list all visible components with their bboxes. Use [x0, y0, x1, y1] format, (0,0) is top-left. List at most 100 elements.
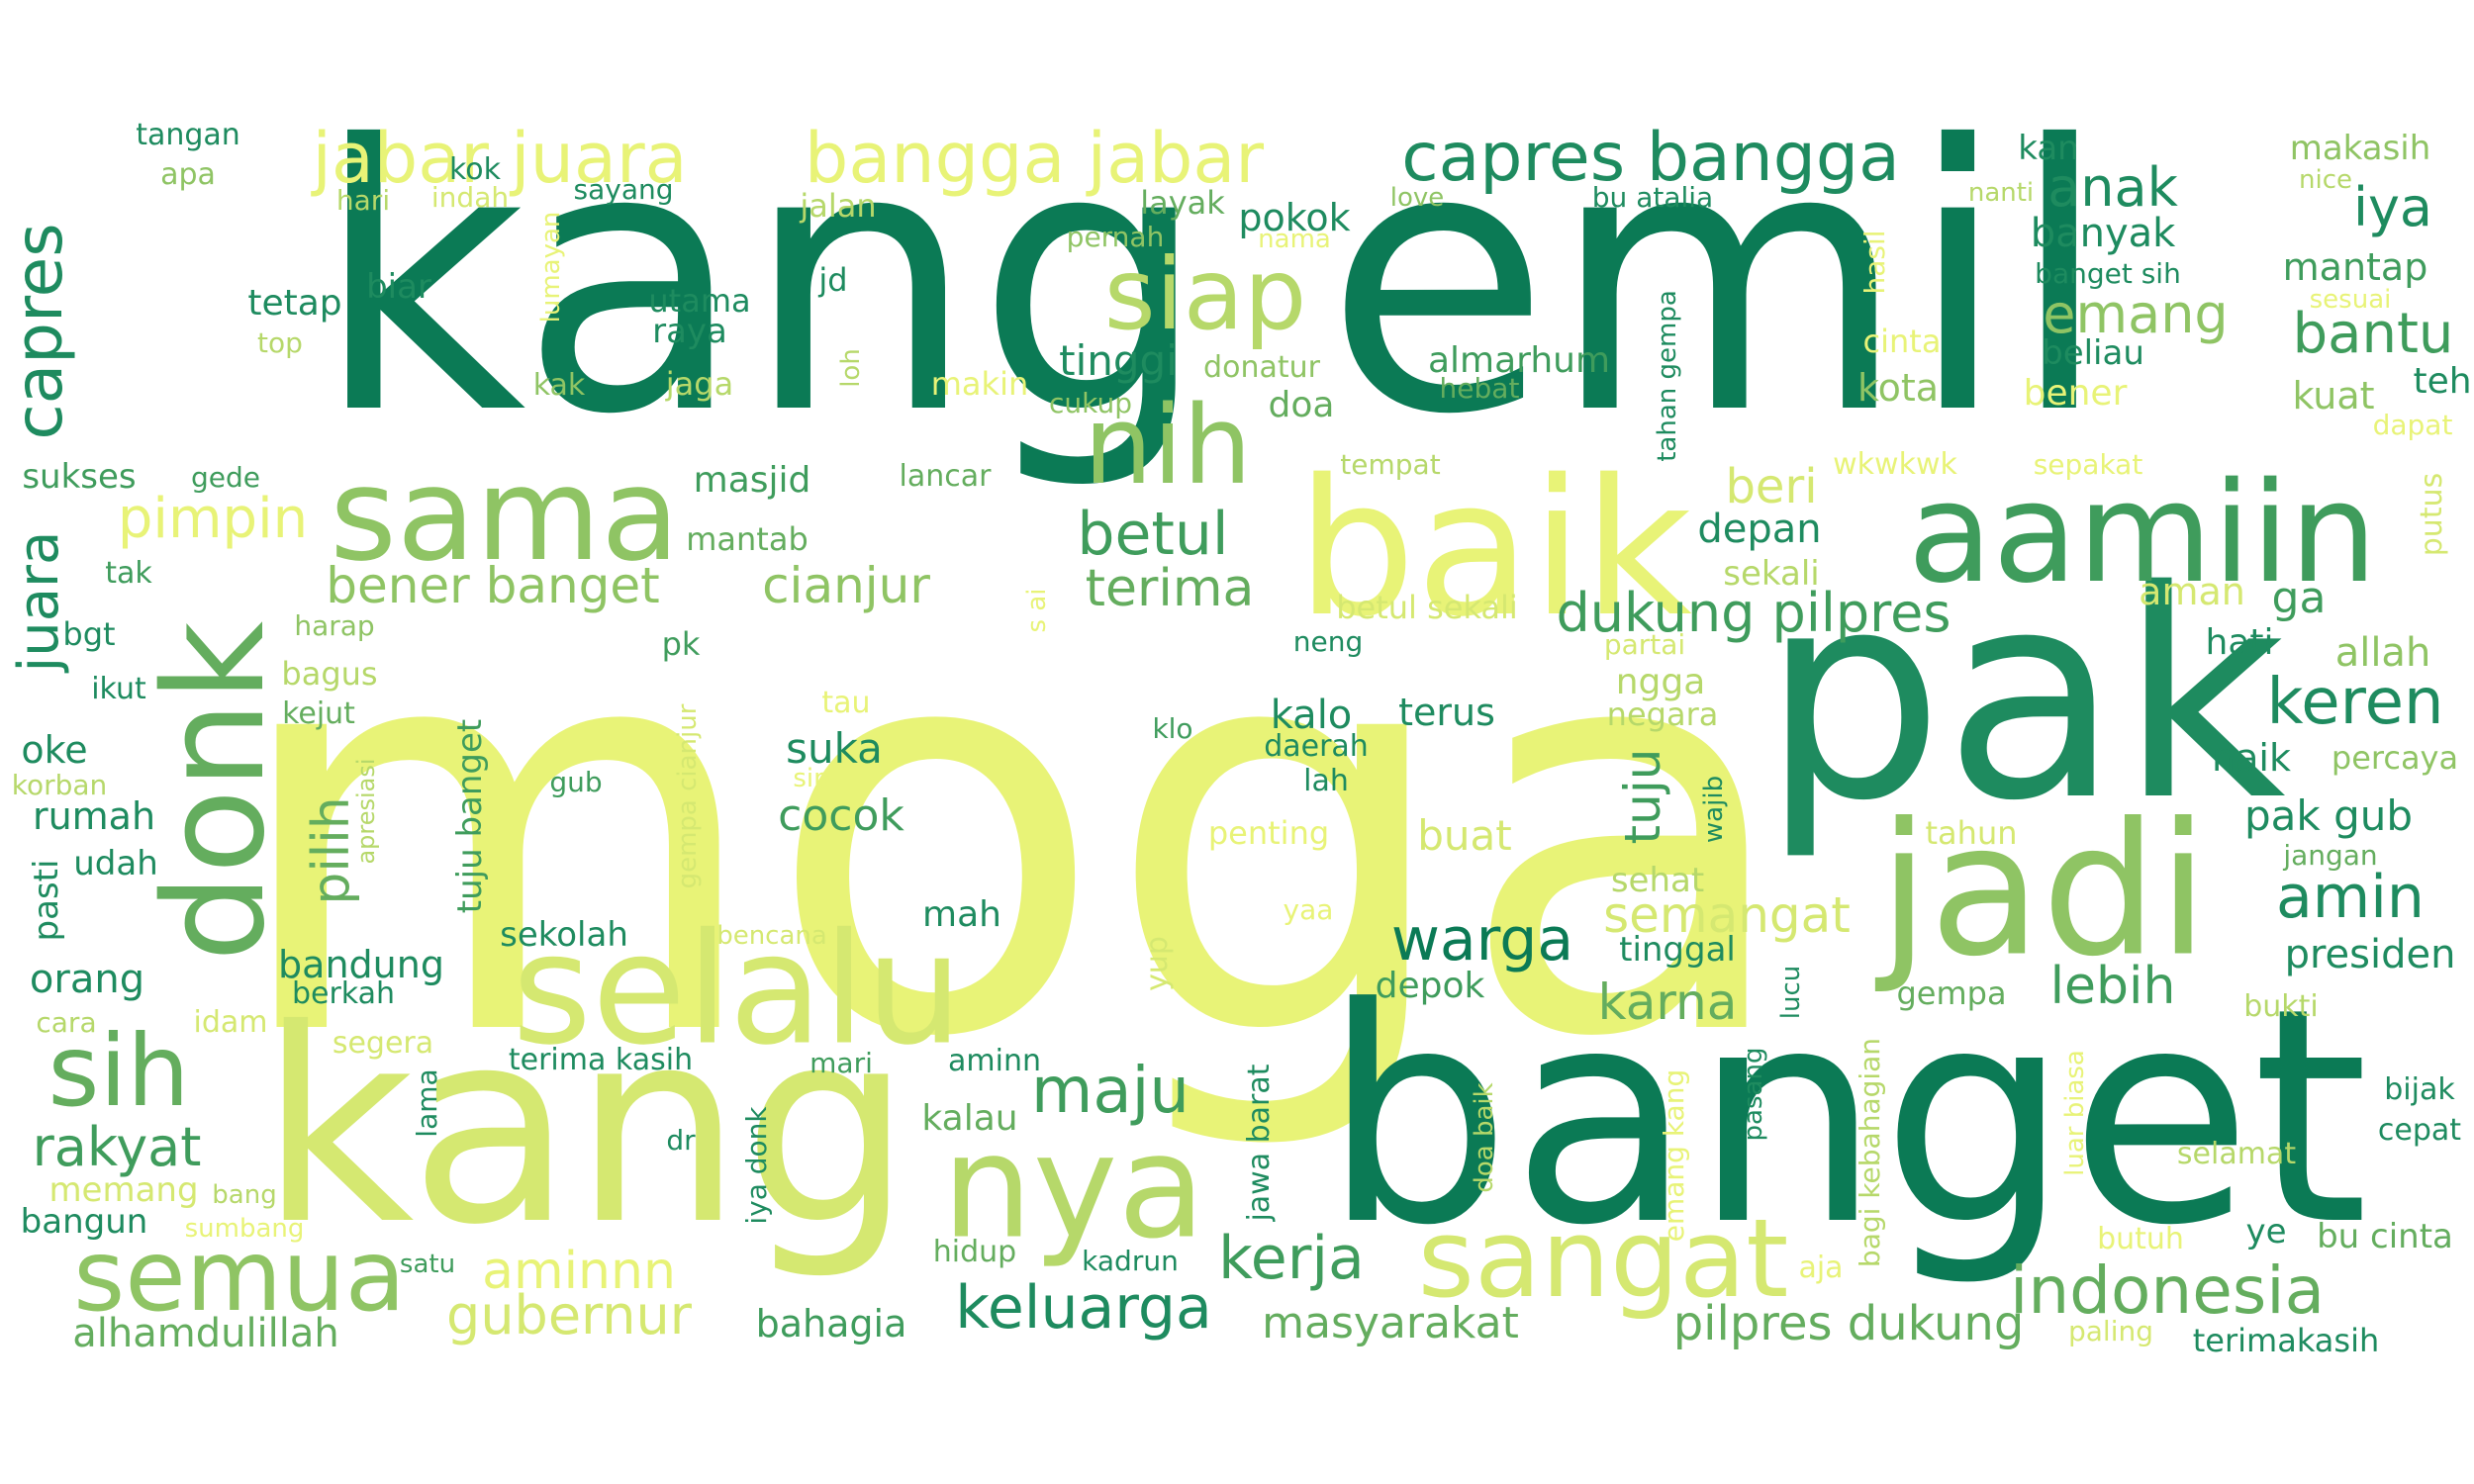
- word: donk: [135, 620, 296, 963]
- word: makin: [930, 365, 1029, 403]
- word: tinggi: [1059, 336, 1178, 385]
- word: tuju: [1614, 748, 1671, 845]
- word: ngga: [1615, 662, 1706, 702]
- word: klo: [1152, 712, 1193, 745]
- word: allah: [2334, 630, 2431, 676]
- word: kota: [1856, 366, 1940, 410]
- word: doa baik: [1470, 1082, 1499, 1193]
- word: bener banget: [326, 557, 660, 614]
- word: mah: [922, 894, 1001, 935]
- word: beliau: [2042, 333, 2144, 373]
- word: naik: [2212, 736, 2291, 780]
- word: tuju banget: [450, 718, 490, 914]
- word: kuat: [2292, 374, 2375, 417]
- word: bang: [212, 1180, 277, 1210]
- word: berkah: [291, 976, 396, 1011]
- word: partai: [1603, 628, 1686, 661]
- word: bu cinta: [2317, 1217, 2453, 1256]
- word: wkwkwk: [1833, 447, 1957, 482]
- word: hati: [2205, 622, 2274, 663]
- word: aminnn: [482, 1242, 676, 1301]
- word: apresiasi: [352, 758, 380, 865]
- word: tangan: [136, 118, 240, 152]
- word: bukti: [2243, 989, 2319, 1024]
- word: baik: [1296, 439, 1692, 658]
- word: tahun: [1925, 814, 2018, 852]
- word: percaya: [2331, 739, 2459, 777]
- word: kejut: [282, 696, 355, 731]
- word: sukses: [22, 457, 137, 497]
- word: love: [1389, 183, 1445, 213]
- word: gempa cianjur: [673, 703, 703, 889]
- word: nih: [1084, 382, 1252, 509]
- word: sepakat: [2033, 448, 2143, 481]
- word: raya: [652, 312, 727, 351]
- word: terus: [1398, 691, 1495, 734]
- word: almarhum: [1427, 340, 1611, 381]
- word: banget: [1322, 945, 2369, 1290]
- word: gede: [191, 461, 260, 494]
- word: penting: [1207, 814, 1330, 852]
- word: pernah: [1066, 221, 1165, 253]
- word: capres bangga: [1401, 119, 1900, 197]
- word: emang: [2043, 283, 2229, 345]
- word: pimpin: [117, 487, 309, 551]
- word: satu: [399, 1250, 456, 1279]
- word: rakyat: [32, 1116, 202, 1178]
- word: bantu: [2292, 302, 2454, 366]
- word: cocok: [778, 790, 904, 841]
- word: karna: [1597, 974, 1738, 1031]
- word: nice: [2299, 165, 2352, 195]
- word: kalau: [921, 1098, 1018, 1139]
- word: banyak: [2030, 211, 2176, 256]
- word: buat: [1417, 811, 1512, 860]
- word: jd: [818, 261, 848, 299]
- word: sip: [793, 764, 830, 793]
- word: dr: [666, 1124, 696, 1157]
- word: keren: [2266, 666, 2444, 739]
- word: yaa: [1283, 893, 1334, 926]
- word: korban: [11, 769, 108, 801]
- word: kang emil: [314, 69, 2111, 495]
- word: apa: [160, 157, 216, 192]
- word: bandung: [278, 943, 444, 986]
- word: doa: [1268, 385, 1335, 425]
- word: aminn: [948, 1044, 1041, 1078]
- word: pokok: [1238, 196, 1351, 239]
- word: sama: [330, 439, 680, 590]
- word: wajib: [1699, 775, 1729, 844]
- word: selamat: [2176, 1137, 2297, 1171]
- word: harap: [294, 609, 375, 642]
- word: semangat: [1603, 886, 1851, 944]
- word: kak: [532, 368, 586, 403]
- word: paling: [2067, 1315, 2154, 1347]
- word: gubernur: [446, 1284, 692, 1346]
- word: tahan gempa: [1653, 290, 1682, 462]
- word: bencana: [716, 921, 827, 951]
- word: daerah: [1264, 729, 1369, 764]
- word: bgt: [62, 615, 116, 653]
- word: nya: [941, 1103, 1206, 1271]
- word: terimakasih: [2192, 1322, 2380, 1359]
- word: kang: [259, 972, 912, 1283]
- word: oke: [21, 728, 88, 772]
- word: tinggal: [1619, 930, 1736, 970]
- word: kerja: [1218, 1224, 1365, 1293]
- word: teh: [2413, 361, 2472, 402]
- word: luar biasa: [2060, 1050, 2090, 1176]
- word: sehat: [1610, 861, 1705, 900]
- word: neng: [1292, 625, 1364, 658]
- word: kan: [2018, 129, 2079, 168]
- word: presiden: [2284, 932, 2456, 977]
- word: top: [257, 326, 303, 359]
- word: memang: [48, 1170, 199, 1210]
- word: tak: [105, 556, 152, 591]
- word: pk: [661, 625, 701, 663]
- word: makasih: [2289, 129, 2431, 168]
- word: ye: [2245, 1212, 2287, 1252]
- word: depan: [1697, 507, 1822, 552]
- word: indonesia: [2009, 1252, 2326, 1329]
- word: masjid: [693, 460, 811, 501]
- word: donatur: [1203, 350, 1320, 385]
- word: jalan: [800, 187, 877, 225]
